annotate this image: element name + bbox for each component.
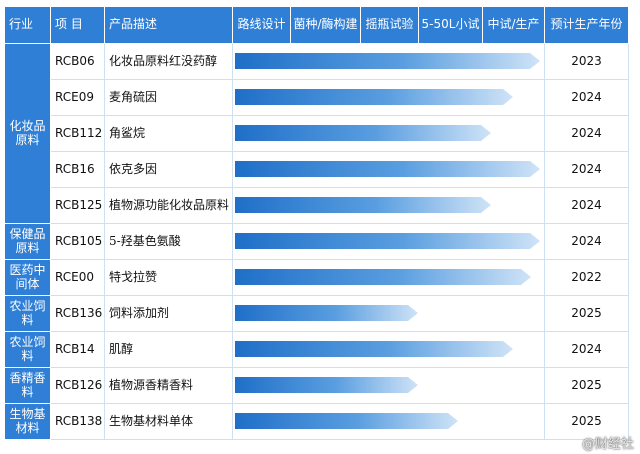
progress-arrow bbox=[235, 377, 418, 393]
table-row: 香精香料 RCB126 植物源香精香料 2025 bbox=[4, 367, 629, 404]
progress-arrow bbox=[235, 341, 513, 357]
col-stage-pilot: 5-50L小试 bbox=[418, 6, 483, 44]
industry-cell-biomaterial: 生物基材料 bbox=[4, 403, 51, 440]
production-year: 2024 bbox=[544, 151, 629, 188]
table-row: RCB112 角鲨烷 2024 bbox=[5, 115, 629, 152]
product-description: 生物基材料单体 bbox=[104, 403, 233, 440]
table-row: RCB16 依克多因 2024 bbox=[5, 151, 629, 188]
industry-cell-agri-2: 农业饲料 bbox=[4, 331, 51, 368]
watermark: @财经社 bbox=[581, 437, 634, 452]
production-year: 2024 bbox=[544, 223, 629, 260]
progress-cell bbox=[232, 331, 545, 368]
project-code: RCB105 bbox=[50, 223, 105, 260]
industry-cell-agri-1: 农业饲料 bbox=[4, 295, 51, 332]
col-description: 产品描述 bbox=[104, 6, 233, 44]
project-code: RCB125 bbox=[50, 187, 105, 224]
industry-cell-flavor: 香精香料 bbox=[4, 367, 51, 404]
production-year: 2025 bbox=[544, 403, 629, 440]
product-description: 角鲨烷 bbox=[104, 115, 233, 152]
progress-arrow bbox=[235, 197, 491, 213]
progress-cell bbox=[232, 187, 545, 224]
project-code: RCB136 bbox=[50, 295, 105, 332]
project-code: RCB14 bbox=[50, 331, 105, 368]
progress-arrow bbox=[235, 413, 458, 429]
table-row: 生物基材料 RCB138 生物基材料单体 2025 bbox=[4, 403, 629, 440]
progress-cell bbox=[232, 115, 545, 152]
progress-arrow bbox=[235, 269, 531, 285]
project-code: RCB126 bbox=[50, 367, 105, 404]
product-description: 植物源功能化妆品原料 bbox=[104, 187, 233, 224]
table-row: 保健品原料 RCB105 5-羟基色氨酸 2024 bbox=[4, 223, 629, 260]
progress-arrow bbox=[235, 89, 513, 105]
table-header-row: 行业 项 目 产品描述 路线设计 菌种/酶构建 摇瓶试验 5-50L小试 中试/… bbox=[4, 6, 629, 44]
progress-arrow bbox=[235, 305, 418, 321]
progress-arrow bbox=[235, 161, 540, 177]
production-year: 2025 bbox=[544, 367, 629, 404]
production-year: 2025 bbox=[544, 295, 629, 332]
project-code: RCB112 bbox=[50, 115, 105, 152]
progress-cell bbox=[232, 151, 545, 188]
industry-cell-health: 保健品原料 bbox=[4, 223, 51, 260]
progress-arrow bbox=[235, 125, 491, 141]
product-description: 饲料添加剂 bbox=[104, 295, 233, 332]
product-description: 5-羟基色氨酸 bbox=[104, 223, 233, 260]
table-row: 农业饲料 RCB14 肌醇 2024 bbox=[4, 331, 629, 368]
production-year: 2024 bbox=[544, 115, 629, 152]
progress-cell bbox=[232, 295, 545, 332]
product-description: 麦角硫因 bbox=[104, 79, 233, 116]
table-row: 农业饲料 RCB136 饲料添加剂 2025 bbox=[4, 295, 629, 332]
production-year: 2024 bbox=[544, 187, 629, 224]
product-description: 依克多因 bbox=[104, 151, 233, 188]
project-code: RCB138 bbox=[50, 403, 105, 440]
project-code: RCB06 bbox=[50, 43, 105, 80]
progress-arrow bbox=[235, 233, 540, 249]
product-description: 特戈拉赞 bbox=[104, 259, 233, 296]
production-year: 2023 bbox=[544, 43, 629, 80]
col-project: 项 目 bbox=[50, 6, 105, 44]
col-industry: 行业 bbox=[4, 6, 51, 44]
col-stage-production: 中试/生产 bbox=[482, 6, 545, 44]
pipeline-table: 行业 项 目 产品描述 路线设计 菌种/酶构建 摇瓶试验 5-50L小试 中试/… bbox=[4, 6, 629, 440]
col-stage-strain: 菌种/酶构建 bbox=[290, 6, 361, 44]
progress-cell bbox=[232, 367, 545, 404]
progress-cell bbox=[232, 79, 545, 116]
project-code: RCE09 bbox=[50, 79, 105, 116]
col-stage-route: 路线设计 bbox=[232, 6, 291, 44]
production-year: 2024 bbox=[544, 331, 629, 368]
col-stage-flask: 摇瓶试验 bbox=[360, 6, 419, 44]
industry-cell-pharma: 医药中间体 bbox=[4, 259, 51, 296]
product-description: 化妆品原料红没药醇 bbox=[104, 43, 233, 80]
progress-cell bbox=[232, 223, 545, 260]
production-year: 2024 bbox=[544, 79, 629, 116]
production-year: 2022 bbox=[544, 259, 629, 296]
table-row: RCB125 植物源功能化妆品原料 2024 bbox=[5, 187, 629, 224]
col-year: 预计生产年份 bbox=[544, 6, 629, 44]
table-row: RCE09 麦角硫因 2024 bbox=[5, 79, 629, 116]
project-code: RCB16 bbox=[50, 151, 105, 188]
table-row: 医药中间体 RCE00 特戈拉赞 2022 bbox=[4, 259, 629, 296]
progress-cell bbox=[232, 259, 545, 296]
progress-cell bbox=[232, 403, 545, 440]
product-description: 肌醇 bbox=[104, 331, 233, 368]
project-code: RCE00 bbox=[50, 259, 105, 296]
progress-arrow bbox=[235, 53, 540, 69]
progress-cell bbox=[232, 43, 545, 80]
table-row: 化妆品原料 RCB06 化妆品原料红没药醇 2023 bbox=[4, 43, 629, 224]
product-description: 植物源香精香料 bbox=[104, 367, 233, 404]
industry-cell-cosmetics: 化妆品原料 bbox=[4, 43, 51, 224]
